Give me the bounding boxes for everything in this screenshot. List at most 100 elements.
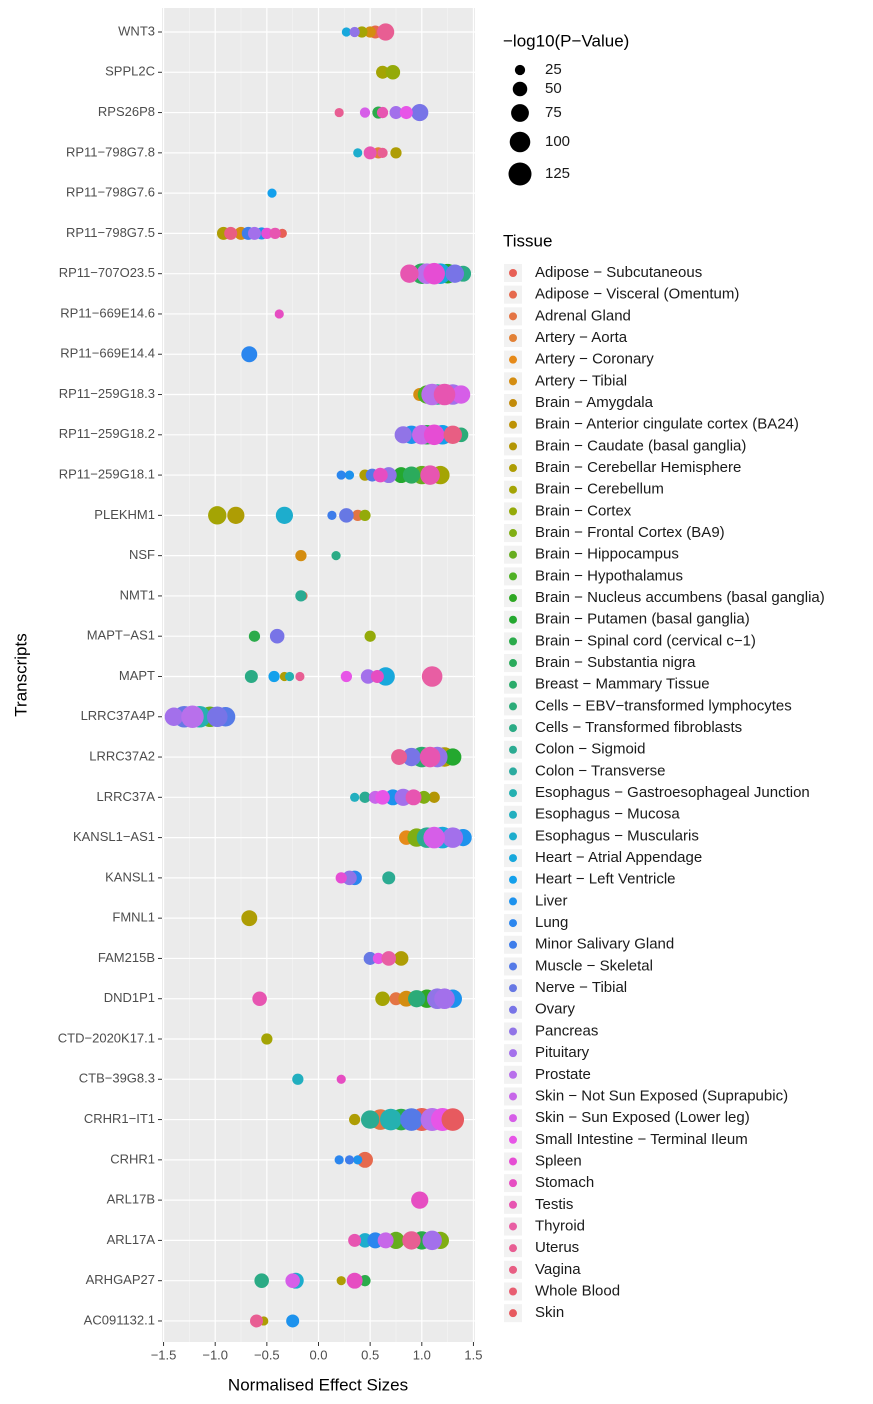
point <box>411 103 429 122</box>
x-tick-label: −1.5 <box>151 1347 177 1362</box>
point <box>244 669 258 683</box>
point <box>295 671 305 682</box>
point <box>377 147 388 158</box>
legend-key <box>509 572 517 581</box>
point <box>267 188 277 198</box>
color-legend-title: Tissue <box>503 231 552 250</box>
legend-label: Brain − Cerebellar Hemisphere <box>535 459 741 476</box>
y-tick-label: RP11−707O23.5 <box>59 265 155 280</box>
point <box>390 147 402 159</box>
legend-key <box>509 984 517 993</box>
point <box>353 148 363 158</box>
y-tick-label: NMT1 <box>120 587 155 602</box>
point <box>393 951 409 966</box>
y-tick-label: KANSL1 <box>105 869 155 884</box>
y-tick-label: RP11−259G18.2 <box>59 426 155 441</box>
y-tick-label: ARL17A <box>107 1232 156 1247</box>
point <box>346 1272 363 1289</box>
point <box>340 670 353 683</box>
legend-label: Pituitary <box>535 1044 590 1061</box>
legend-label: Brain − Hippocampus <box>535 546 679 563</box>
point <box>375 991 390 1006</box>
legend-label: Brain − Hypothalamus <box>535 567 683 584</box>
x-axis-label: Normalised Effect Sizes <box>228 1375 408 1394</box>
y-tick-label: LRRC37A4P <box>81 708 155 723</box>
point <box>363 951 377 965</box>
legend-label: Artery − Coronary <box>535 351 654 368</box>
legend-key <box>509 1049 517 1058</box>
y-tick-label: CRHR1−IT1 <box>84 1111 155 1126</box>
legend-key <box>509 399 517 408</box>
point <box>247 226 261 240</box>
legend-label: Testis <box>535 1196 573 1213</box>
legend-label: Heart − Left Ventricle <box>535 871 676 888</box>
size-label: 100 <box>545 133 570 150</box>
size-key <box>509 131 531 153</box>
point <box>336 470 346 480</box>
legend-label: Skin <box>535 1304 564 1321</box>
y-tick-label: CTD−2020K17.1 <box>58 1030 155 1045</box>
legend-key <box>509 529 517 538</box>
legend-key <box>509 745 517 754</box>
point <box>227 506 245 524</box>
size-key <box>508 162 532 186</box>
point <box>360 1110 380 1129</box>
size-legend-title: −log10(P−Value) <box>503 31 629 50</box>
point <box>451 385 471 404</box>
legend-key <box>509 637 517 646</box>
point <box>261 1033 273 1045</box>
legend-key <box>509 1135 517 1144</box>
legend-key <box>509 355 517 364</box>
legend-key <box>509 334 517 343</box>
point <box>380 1108 402 1131</box>
point <box>295 590 307 602</box>
point <box>359 1275 371 1287</box>
legend-key <box>509 810 517 819</box>
point <box>269 628 285 644</box>
point <box>341 27 351 37</box>
point <box>344 1155 355 1165</box>
legend-label: Liver <box>535 892 568 909</box>
point <box>254 1273 269 1288</box>
legend-key <box>509 1265 517 1274</box>
point <box>241 910 258 927</box>
point <box>373 467 388 483</box>
point <box>269 227 281 240</box>
legend-label: Colon − Transverse <box>535 762 665 779</box>
point <box>275 506 294 524</box>
y-tick-label: MAPT−AS1 <box>87 628 155 643</box>
legend-label: Vagina <box>535 1261 581 1278</box>
y-tick-label: AC091132.1 <box>84 1312 155 1327</box>
legend-label: Uterus <box>535 1239 579 1256</box>
legend-label: Lung <box>535 914 568 931</box>
legend-label: Brain − Nucleus accumbens (basal ganglia… <box>535 589 825 606</box>
legend-label: Muscle − Skeletal <box>535 957 653 974</box>
legend-key <box>509 377 517 386</box>
y-tick-label: WNT3 <box>118 23 155 38</box>
x-tick-label: 0.0 <box>309 1347 327 1362</box>
point <box>363 146 377 160</box>
point <box>422 1230 442 1251</box>
y-tick-label: PLEKHM1 <box>94 507 155 522</box>
legend-key <box>509 919 517 928</box>
legend-key <box>509 897 517 906</box>
legend-label: Esophagus − Gastroesophageal Junction <box>535 784 810 801</box>
point <box>433 383 456 406</box>
point <box>402 466 421 484</box>
point <box>336 1074 346 1084</box>
legend-key <box>509 550 517 559</box>
point <box>389 106 403 120</box>
legend-key <box>509 1157 517 1166</box>
legend-label: Small Intestine − Terminal Ileum <box>535 1131 748 1148</box>
size-label: 50 <box>545 80 562 97</box>
legend-key <box>509 767 517 776</box>
legend-label: Colon − Sigmoid <box>535 741 645 758</box>
point <box>359 107 371 118</box>
legend-key <box>509 290 517 299</box>
point <box>250 1314 264 1328</box>
legend-label: Adipose − Visceral (Omentum) <box>535 286 739 303</box>
point <box>405 789 422 806</box>
legend-label: Cells − EBV−transformed lymphocytes <box>535 697 792 714</box>
point <box>421 666 443 687</box>
point <box>359 509 371 521</box>
